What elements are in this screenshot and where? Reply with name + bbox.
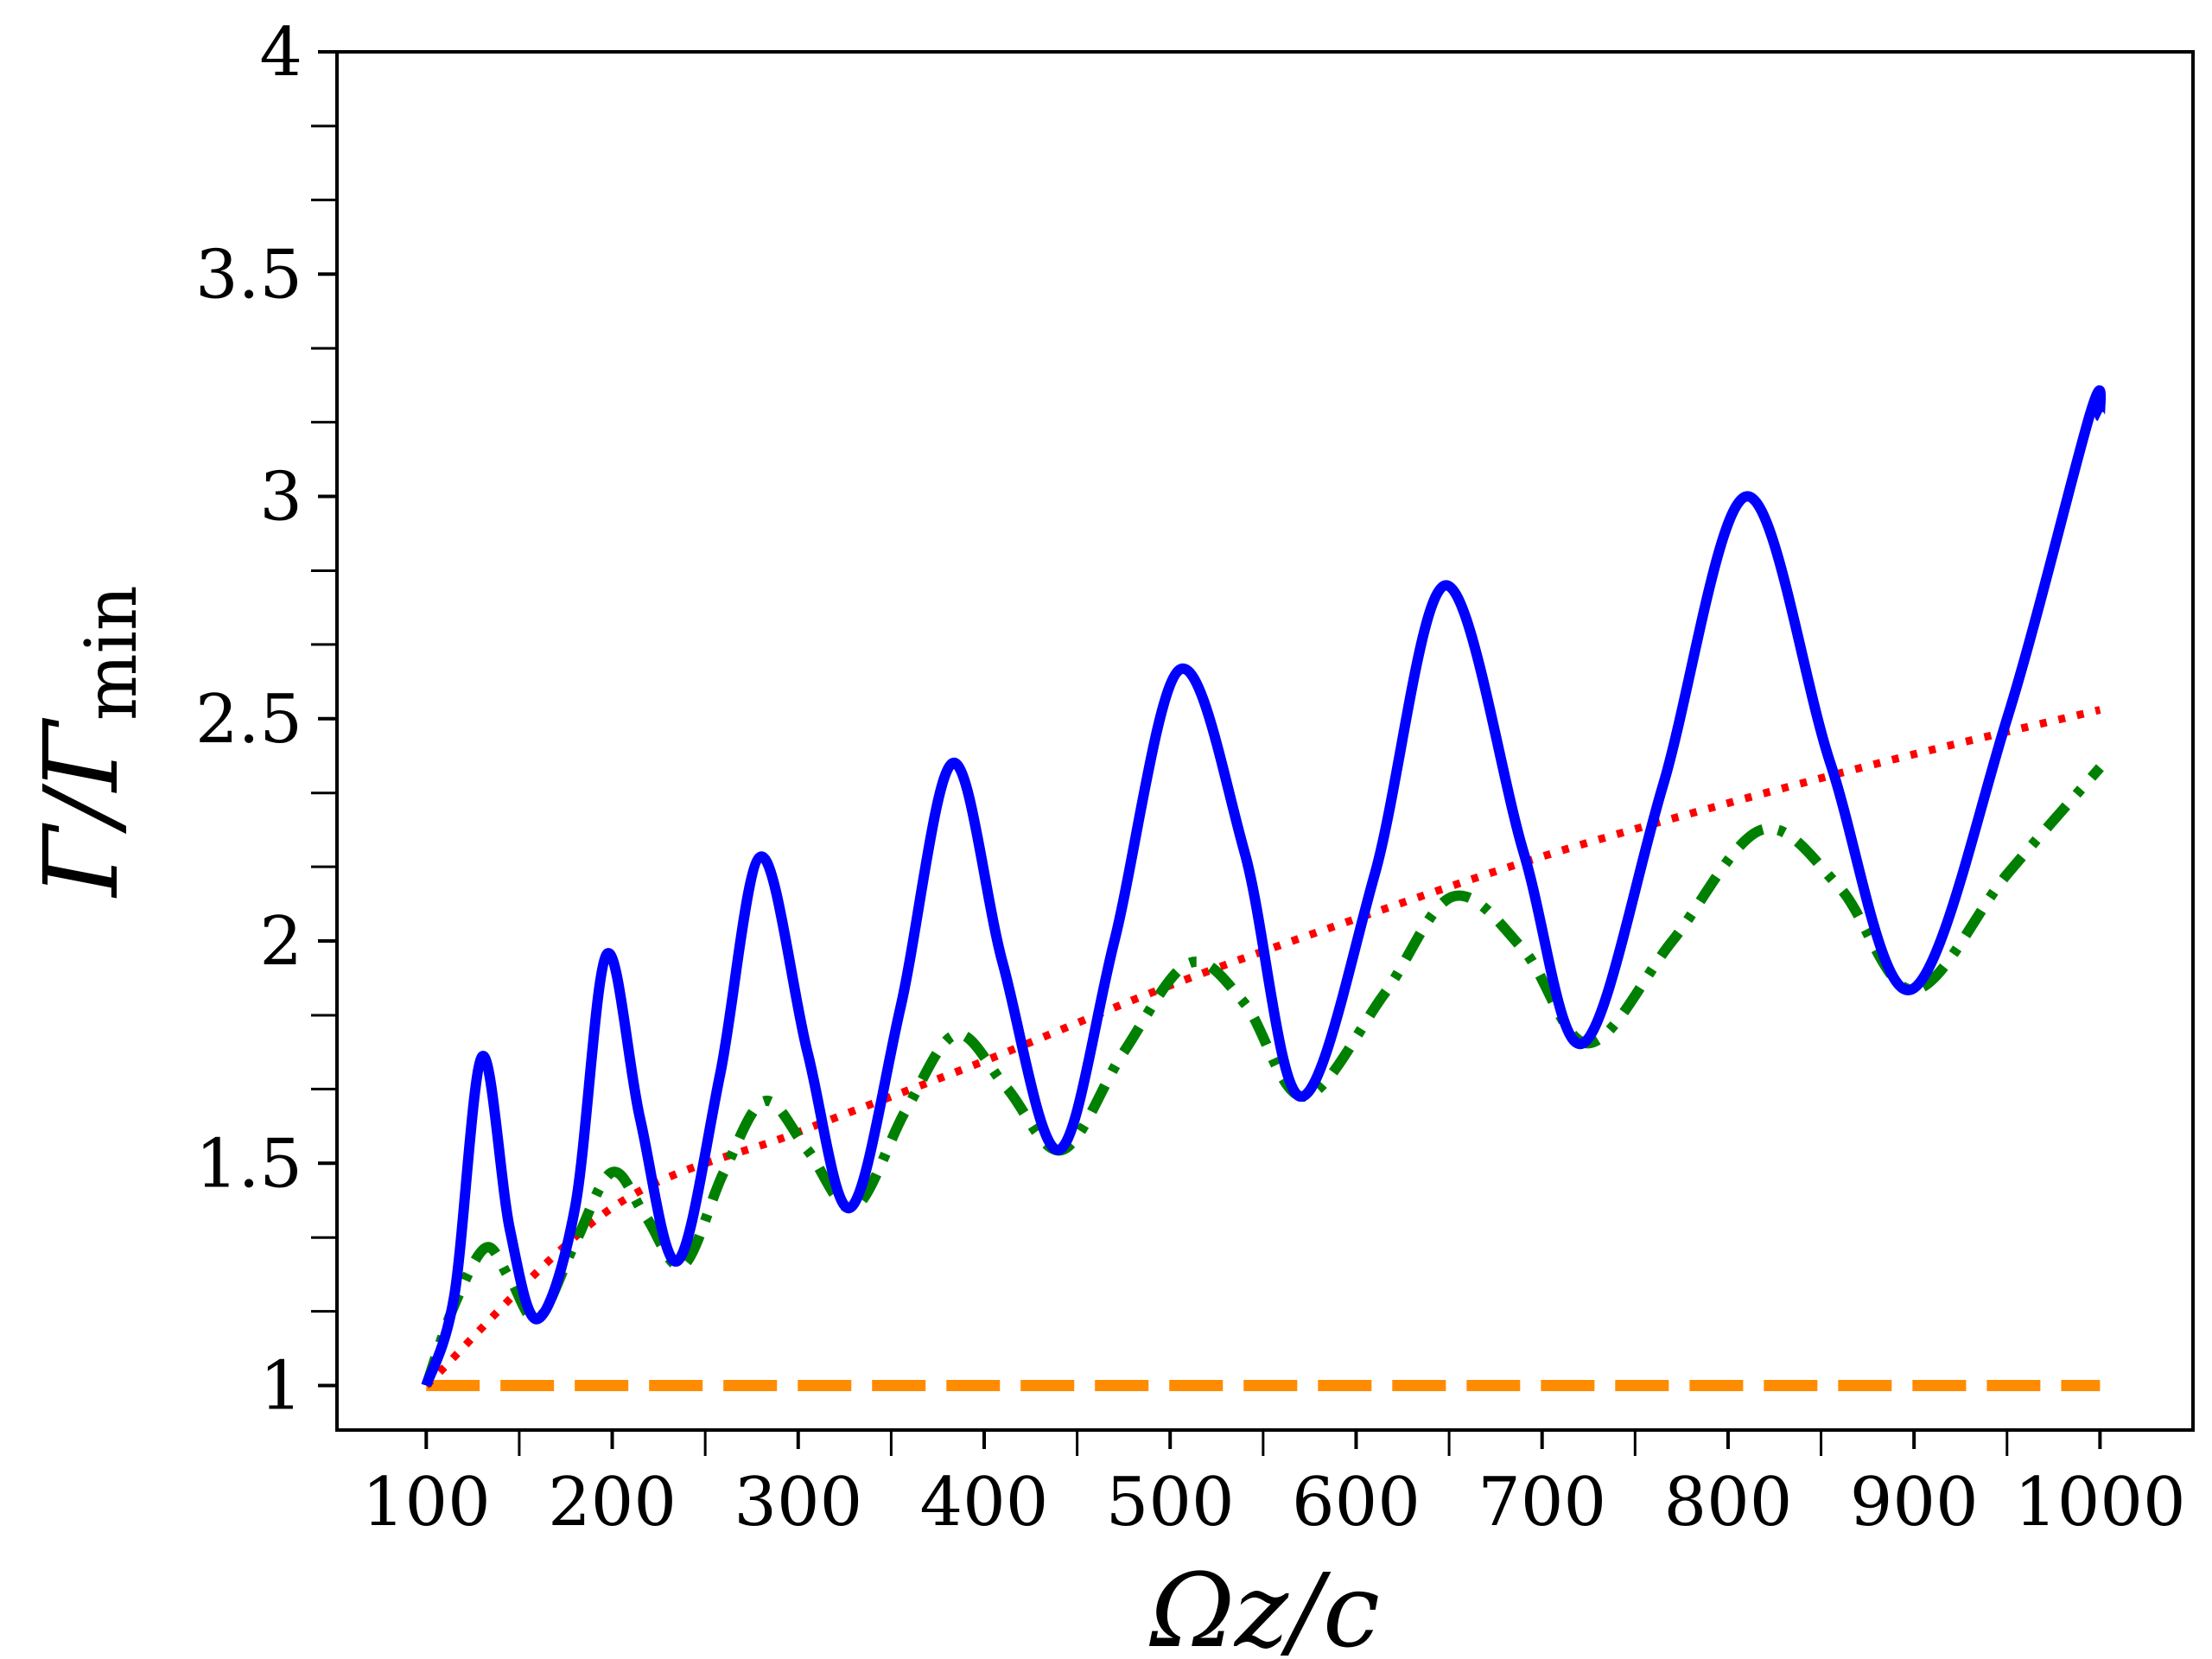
y-axis-title: Γ/Γmin xyxy=(22,585,153,898)
y-tick-label: 3 xyxy=(259,459,302,537)
y-axis-title-main: Γ/Γ xyxy=(22,717,141,899)
x-tick-label: 100 xyxy=(362,1464,491,1541)
y-tick-label: 1 xyxy=(259,1348,302,1426)
y-axis-title-subscript: min xyxy=(71,585,153,721)
y-tick-label: 3.5 xyxy=(195,236,302,314)
x-tick-label: 1000 xyxy=(2014,1464,2186,1541)
x-tick-label: 700 xyxy=(1478,1464,1606,1541)
x-tick-label: 800 xyxy=(1663,1464,1792,1541)
x-tick-label: 500 xyxy=(1106,1464,1235,1541)
series-layer xyxy=(421,385,2107,1392)
y-tick-label: 2.5 xyxy=(195,681,302,759)
x-axis-title: Ωz/c xyxy=(1148,1551,1380,1659)
x-tick-label: 300 xyxy=(734,1464,862,1541)
x-tick-label: 400 xyxy=(920,1464,1049,1541)
x-tick-label: 600 xyxy=(1292,1464,1421,1541)
x-tick-label: 900 xyxy=(1850,1464,1979,1541)
y-tick-label: 2 xyxy=(259,903,302,981)
y-tick-label: 1.5 xyxy=(195,1125,302,1203)
series-line-dashdot xyxy=(421,764,2104,1388)
ticks-layer: 100 200 300 400 500 600 700 800 900 1000 1 1.5 2 2.5 3… xyxy=(195,14,2186,1541)
plot-frame xyxy=(335,50,2195,1432)
y-tick-label: 4 xyxy=(259,14,302,92)
x-tick-label: 200 xyxy=(548,1464,677,1541)
series-line-dotted xyxy=(423,706,2101,1389)
series-line-solid xyxy=(421,385,2107,1388)
